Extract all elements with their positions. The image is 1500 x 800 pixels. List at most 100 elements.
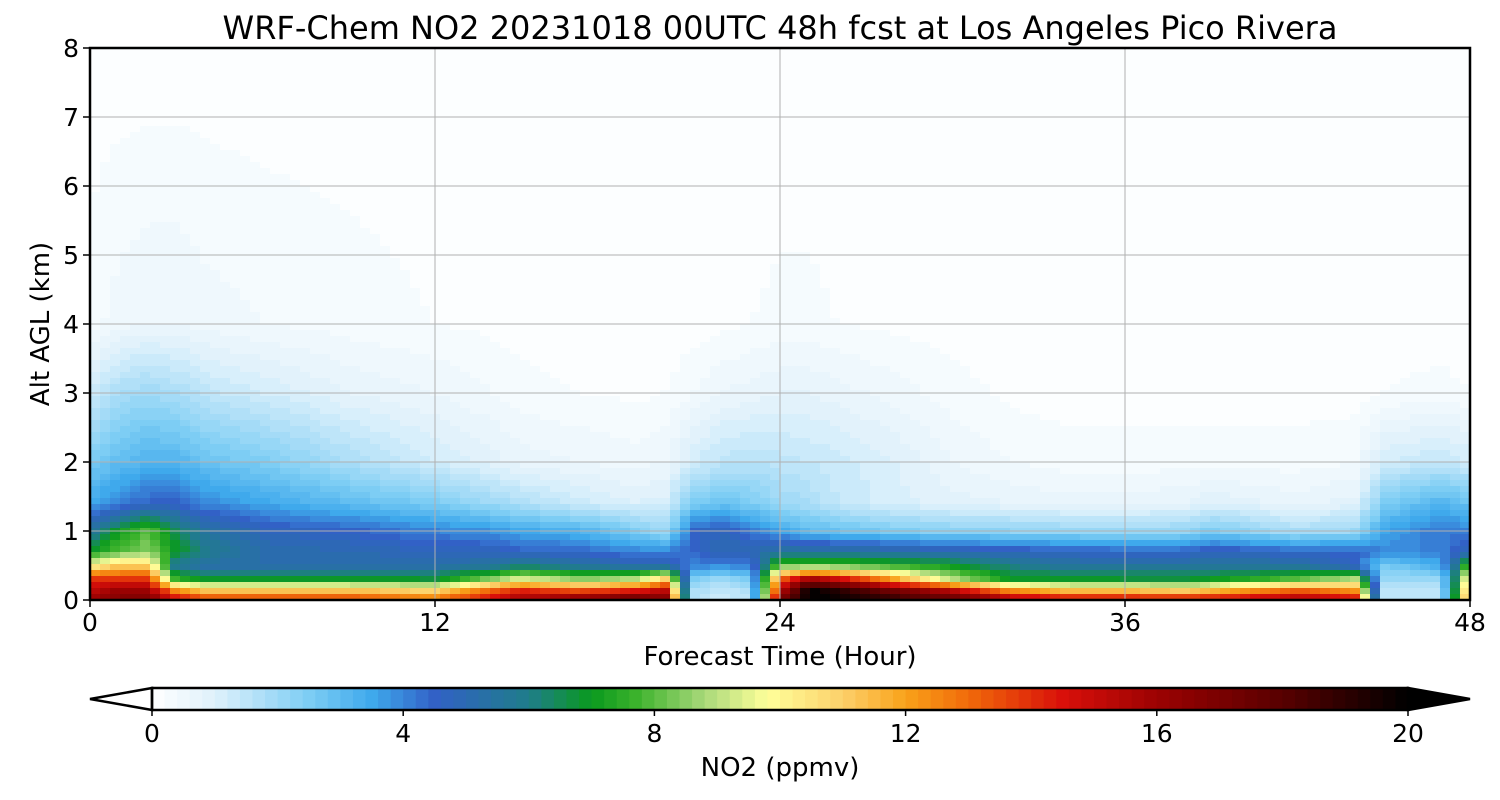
heatmap-cell: [450, 138, 461, 145]
heatmap-cell: [880, 216, 891, 223]
heatmap-cell: [1200, 108, 1211, 115]
heatmap-cell: [840, 162, 851, 169]
heatmap-cell: [620, 84, 631, 91]
heatmap-cell: [350, 216, 361, 223]
heatmap-cell: [1000, 174, 1011, 181]
heatmap-cell: [1010, 198, 1021, 205]
heatmap-cell: [140, 84, 151, 91]
heatmap-cell: [1320, 246, 1331, 253]
heatmap-cell: [630, 240, 641, 247]
heatmap-cell: [1310, 102, 1321, 109]
heatmap-cell: [950, 60, 961, 67]
heatmap-cell: [1030, 144, 1041, 151]
heatmap-cell: [1240, 246, 1251, 253]
heatmap-cell: [1410, 180, 1421, 187]
heatmap-cell: [1070, 174, 1081, 181]
heatmap-cell: [1080, 156, 1091, 163]
heatmap-cell: [1190, 102, 1201, 109]
heatmap-cell: [590, 174, 601, 181]
heatmap-cell: [1000, 60, 1011, 67]
heatmap-cell: [1320, 222, 1331, 229]
heatmap-cell: [680, 132, 691, 139]
heatmap-cell: [1070, 48, 1081, 55]
heatmap-cell: [970, 186, 981, 193]
heatmap-cell: [1100, 138, 1111, 145]
heatmap-cell: [230, 174, 241, 181]
heatmap-cell: [100, 150, 111, 157]
heatmap-cell: [670, 156, 681, 163]
heatmap-cell: [1320, 204, 1331, 211]
heatmap-cell: [1280, 258, 1291, 265]
heatmap-cell: [720, 246, 731, 253]
heatmap-cell: [540, 108, 551, 115]
heatmap-cell: [480, 210, 491, 217]
heatmap-cell: [720, 192, 731, 199]
heatmap-cell: [460, 102, 471, 109]
heatmap-cell: [600, 156, 611, 163]
heatmap-cell: [1270, 222, 1281, 229]
heatmap-cell: [1080, 78, 1091, 85]
heatmap-cell: [350, 228, 361, 235]
heatmap-cell: [270, 222, 281, 229]
heatmap-cell: [1330, 162, 1341, 169]
heatmap-cell: [1300, 174, 1311, 181]
heatmap-cell: [1050, 96, 1061, 103]
heatmap-cell: [1340, 138, 1351, 145]
heatmap-cell: [680, 78, 691, 85]
heatmap-cell: [1450, 102, 1461, 109]
heatmap-cell: [330, 54, 341, 61]
heatmap-cell: [110, 102, 121, 109]
heatmap-cell: [700, 174, 711, 181]
heatmap-cell: [570, 54, 581, 61]
heatmap-cell: [340, 228, 351, 235]
heatmap-cell: [1260, 198, 1271, 205]
heatmap-cell: [130, 90, 141, 97]
heatmap-cell: [460, 120, 471, 127]
heatmap-cell: [810, 210, 821, 217]
heatmap-cell: [980, 186, 991, 193]
heatmap-cell: [1350, 90, 1361, 97]
heatmap-cell: [1230, 108, 1241, 115]
heatmap-cell: [160, 126, 171, 133]
heatmap-cell: [1310, 138, 1321, 145]
heatmap-cell: [960, 198, 971, 205]
heatmap-cell: [560, 96, 571, 103]
heatmap-cell: [100, 168, 111, 175]
heatmap-cell: [1020, 234, 1031, 241]
heatmap-cell: [390, 126, 401, 133]
heatmap-cell: [1140, 216, 1151, 223]
heatmap-cell: [890, 240, 901, 247]
heatmap-cell: [480, 198, 491, 205]
heatmap-cell: [960, 132, 971, 139]
heatmap-cell: [600, 78, 611, 85]
heatmap-cell: [1280, 156, 1291, 163]
heatmap-cell: [460, 48, 471, 55]
heatmap-cell: [260, 246, 271, 253]
heatmap-cell: [1340, 210, 1351, 217]
heatmap-cell: [420, 144, 431, 151]
heatmap-cell: [440, 234, 451, 241]
heatmap-cell: [460, 78, 471, 85]
heatmap-cell: [400, 156, 411, 163]
heatmap-cell: [580, 150, 591, 157]
heatmap-cell: [300, 228, 311, 235]
heatmap-cell: [180, 258, 191, 265]
heatmap-cell: [890, 150, 901, 157]
heatmap-cell: [120, 186, 131, 193]
heatmap-cell: [690, 240, 701, 247]
heatmap-cell: [950, 72, 961, 79]
heatmap-cell: [890, 78, 901, 85]
heatmap-cell: [590, 258, 601, 265]
heatmap-cell: [160, 198, 171, 205]
heatmap-cell: [680, 48, 691, 55]
heatmap-cell: [340, 84, 351, 91]
heatmap-cell: [750, 138, 761, 145]
heatmap-cell: [920, 156, 931, 163]
heatmap-cell: [680, 138, 691, 145]
heatmap-cell: [270, 228, 281, 235]
heatmap-cell: [350, 72, 361, 79]
heatmap-cell: [770, 126, 781, 133]
heatmap-cell: [210, 54, 221, 61]
heatmap-cell: [720, 84, 731, 91]
heatmap-cell: [570, 78, 581, 85]
